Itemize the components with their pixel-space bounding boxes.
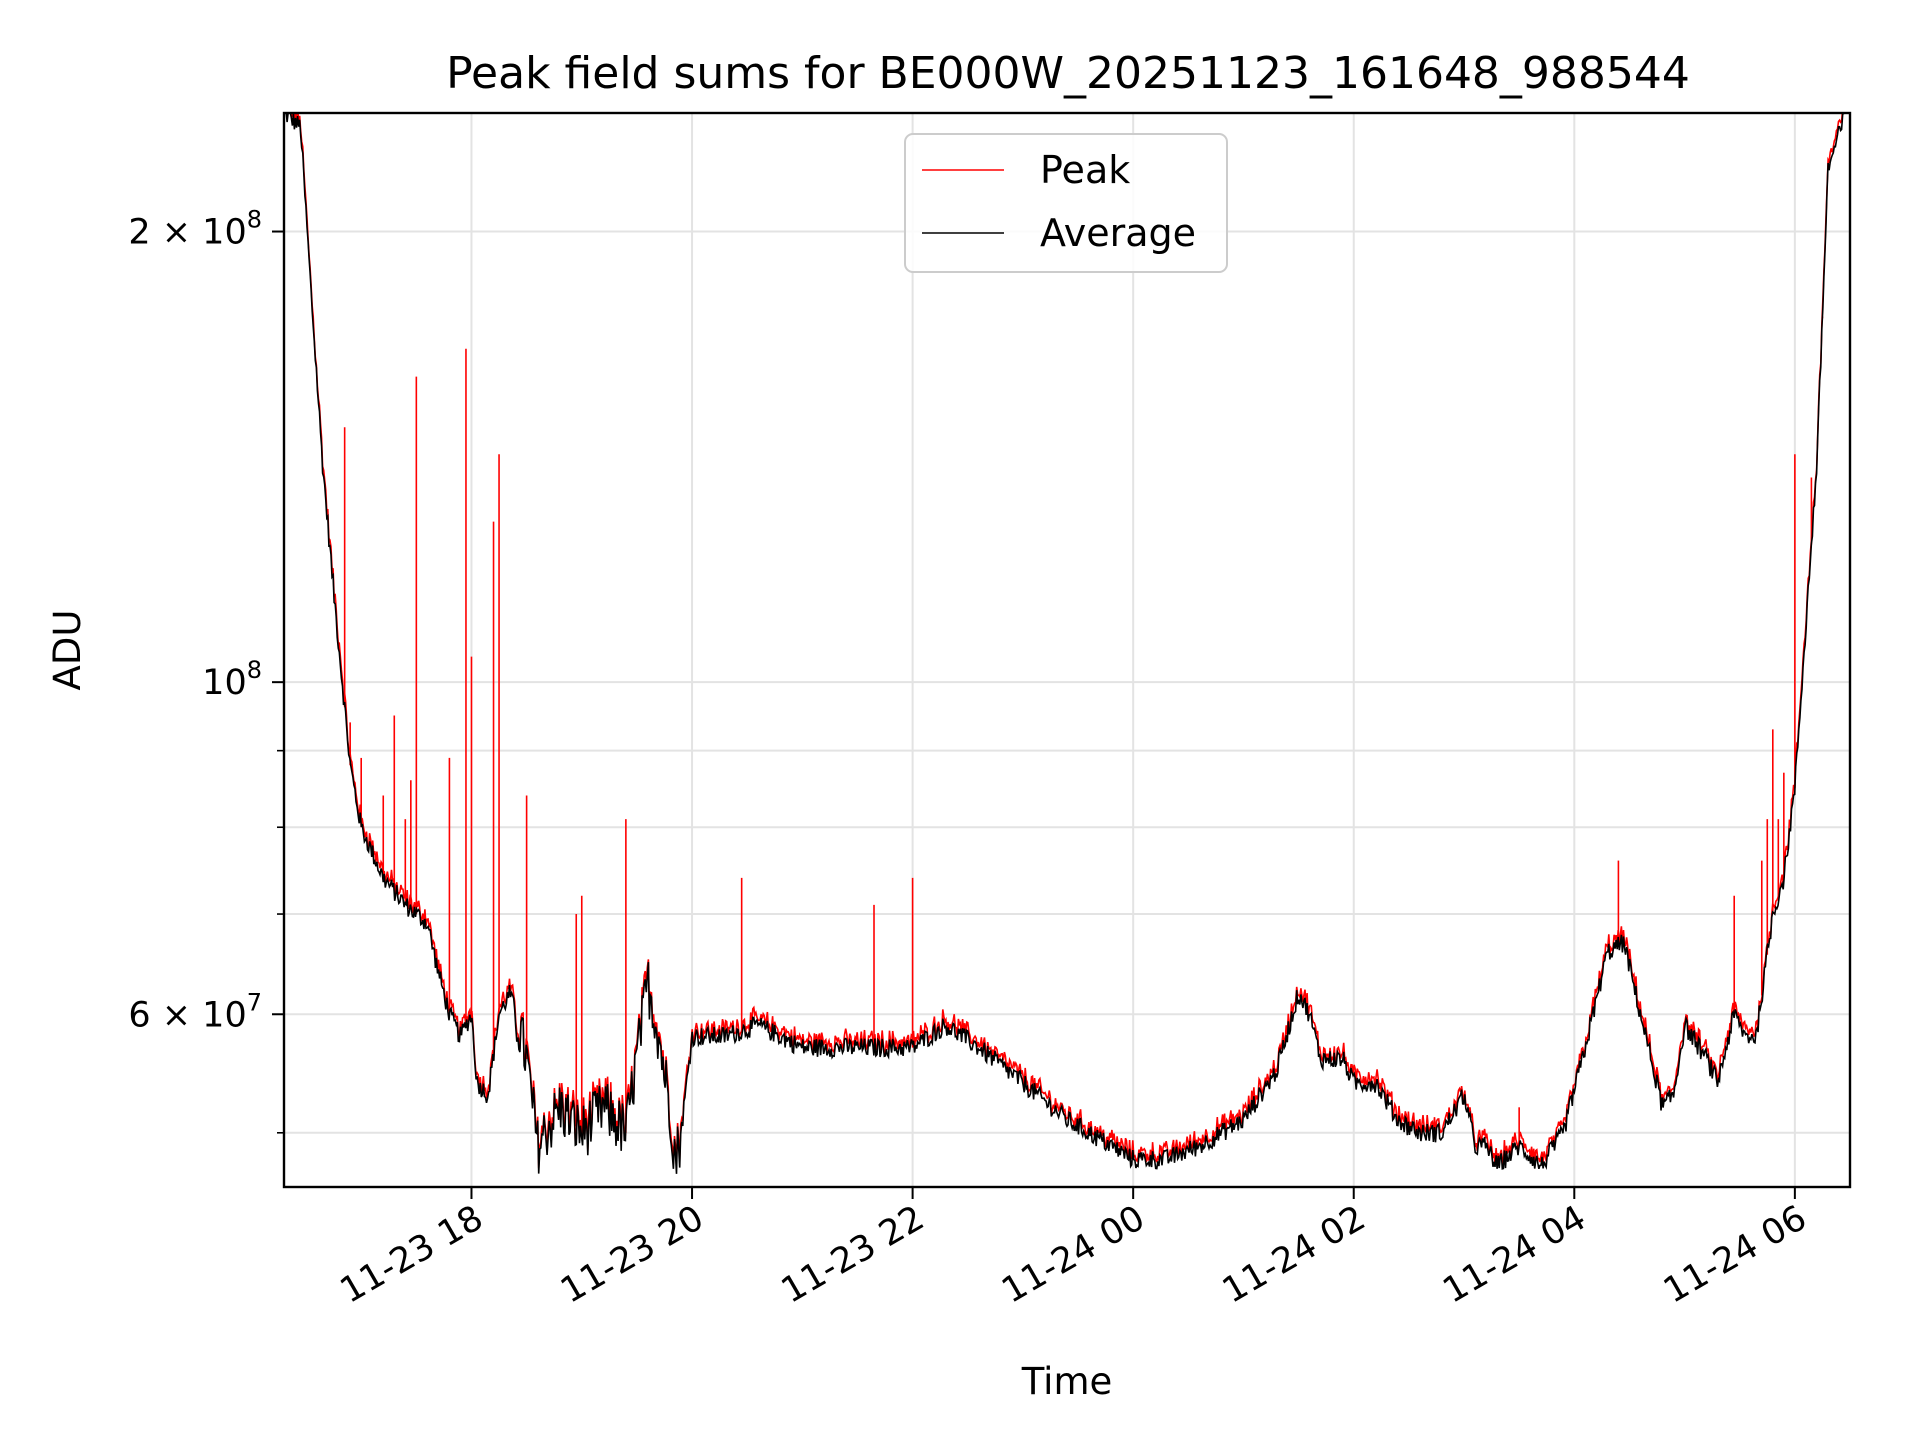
chart-title: Peak field sums for BE000W_20251123_1616… [446, 48, 1690, 99]
series-line-average [285, 113, 1847, 1174]
plot-frame [282, 111, 1852, 1189]
legend: Peak Average [904, 133, 1228, 273]
y-tick-label: 108 [202, 656, 262, 703]
y-axis-title: ADU [46, 610, 89, 691]
legend-label-peak: Peak [1040, 148, 1130, 192]
grid-layer [284, 113, 1850, 1187]
x-axis-title: Time [1021, 1360, 1113, 1403]
y-tick-label: 2 × 108 [128, 206, 262, 253]
y-axis: 2 × 108 108 6 × 107 [128, 206, 284, 1134]
legend-label-average: Average [1040, 211, 1196, 255]
legend-box [904, 133, 1228, 273]
y-tick-label: 6 × 107 [128, 988, 262, 1035]
series-layer [285, 113, 1847, 1174]
